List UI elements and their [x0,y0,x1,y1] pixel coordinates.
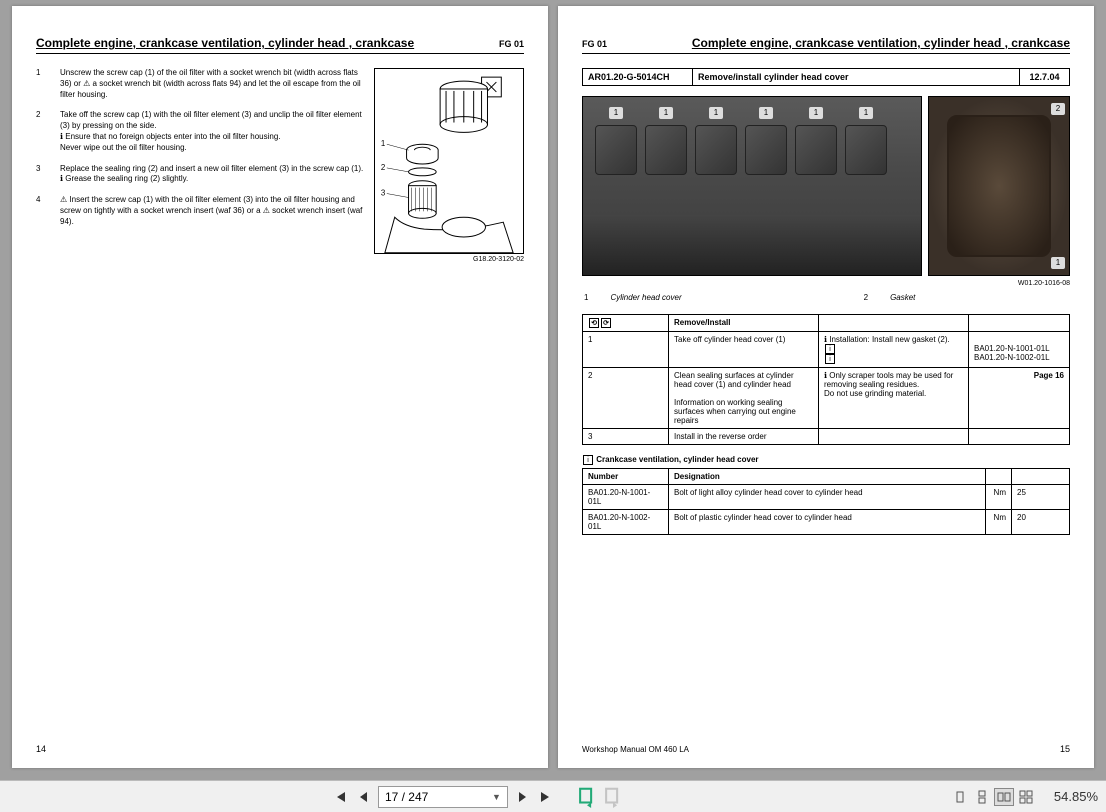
procedure-date: 12.7.04 [1019,69,1069,85]
view-facing-button[interactable] [994,788,1014,806]
table-row: 3 Install in the reverse order [583,429,1070,445]
page-left: Complete engine, crankcase ventilation, … [12,6,548,768]
step-number: 1 [36,68,46,100]
table-row: 1 Take off cylinder head cover (1) ℹ Ins… [583,332,1070,368]
procedure-table: ⟲⟳ Remove/Install 1 Take off cylinder he… [582,314,1070,445]
page-viewer: Complete engine, crankcase ventilation, … [0,0,1106,775]
step-text: Unscrew the screw cap (1) of the oil fil… [60,68,364,100]
view-facing-continuous-button[interactable] [1016,788,1036,806]
table-header-icons: ⟲⟳ [583,315,669,332]
first-page-button[interactable] [330,787,350,807]
torque-heading: i Crankcase ventilation, cylinder head c… [582,455,1070,465]
svg-text:3: 3 [381,189,386,198]
prev-page-button[interactable] [354,787,374,807]
insert-page-button[interactable] [576,787,598,807]
engine-photo: 1 1 1 1 1 1 [582,96,922,276]
diagram-caption: G18.20-3120-02 [374,256,524,263]
last-page-button[interactable] [536,787,556,807]
fg-label: FG 01 [499,39,524,49]
page-number: 14 [36,744,46,754]
svg-text:2: 2 [381,163,385,172]
view-mode-buttons [950,788,1036,806]
step-text: Take off the screw cap (1) with the oil … [60,110,364,153]
svg-text:1: 1 [381,139,385,148]
footer-text: Workshop Manual OM 460 LA [582,745,689,754]
page-number: 15 [1060,744,1070,754]
extract-page-button[interactable] [602,787,624,807]
procedure-steps: 1 Unscrew the screw cap (1) of the oil f… [36,68,364,263]
fg-label: FG 01 [582,39,607,49]
photo-caption: W01.20-1016-08 [582,280,1070,287]
page-title: Complete engine, crankcase ventilation, … [692,36,1070,50]
step-text: Replace the sealing ring (2) and insert … [60,164,364,186]
view-continuous-button[interactable] [972,788,992,806]
step-number: 3 [36,164,46,186]
procedure-code: AR01.20-G-5014CH [583,69,693,85]
table-row: 2 Clean sealing surfaces at cylinder hea… [583,368,1070,429]
oil-filter-diagram: 1 2 3 [374,68,524,254]
view-single-button[interactable] [950,788,970,806]
step-number: 2 [36,110,46,153]
torque-table: Number Designation BA01.20-N-1001-01L Bo… [582,468,1070,535]
procedure-title: Remove/install cylinder head cover [693,69,1019,85]
pdf-toolbar: 17 / 247 ▼ 54.85% [0,780,1106,812]
page-header-right: FG 01 Complete engine, crankcase ventila… [582,36,1070,54]
gasket-photo: 2 1 [928,96,1070,276]
page-number-input[interactable]: 17 / 247 ▼ [378,786,508,808]
next-page-button[interactable] [512,787,532,807]
zoom-level: 54.85% [1054,789,1098,804]
procedure-header: AR01.20-G-5014CH Remove/install cylinder… [582,68,1070,86]
table-row: BA01.20-N-1001-01L Bolt of light alloy c… [583,485,1070,510]
step-number: 4 [36,195,46,227]
photo-row: 1 1 1 1 1 1 2 1 [582,96,1070,276]
page-right: FG 01 Complete engine, crankcase ventila… [558,6,1094,768]
table-header: Remove/Install [669,315,819,332]
page-header-left: Complete engine, crankcase ventilation, … [36,36,524,54]
chevron-down-icon: ▼ [492,792,501,802]
page-title: Complete engine, crankcase ventilation, … [36,36,414,50]
photo-labels: 1Cylinder head cover 2Gasket [582,293,1070,302]
step-text: ⚠ Insert the screw cap (1) with the oil … [60,195,364,227]
table-row: BA01.20-N-1002-01L Bolt of plastic cylin… [583,510,1070,535]
